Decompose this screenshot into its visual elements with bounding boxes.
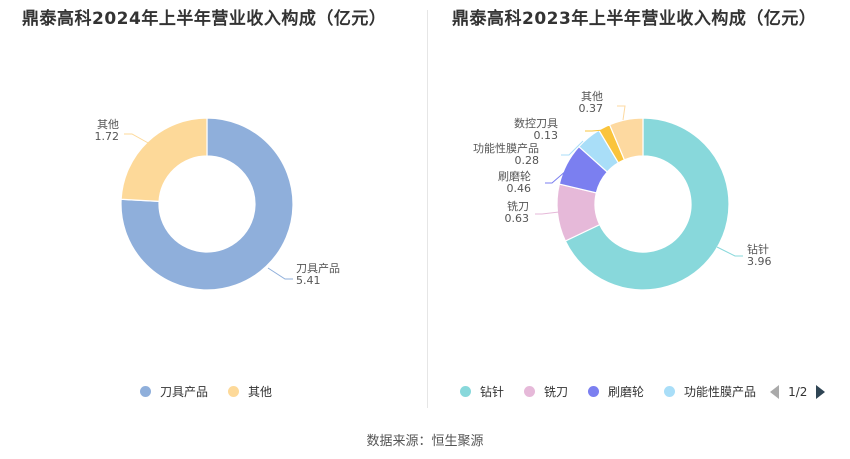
legend-item-刀具产品[interactable]: 刀具产品 bbox=[140, 383, 208, 400]
legend-label: 功能性膜产品 bbox=[684, 385, 757, 399]
label-line-数控刀具 bbox=[585, 129, 605, 132]
chart-title-2023: 鼎泰高科2023年上半年营业收入构成（亿元） bbox=[452, 9, 817, 29]
legend-item-钻针[interactable]: 钻针 bbox=[460, 383, 504, 400]
legend-marker bbox=[228, 386, 240, 397]
slice-label-name: 功能性膜产品 bbox=[473, 141, 539, 155]
legend-label: 铣刀 bbox=[544, 385, 569, 399]
slice-label-name: 刷磨轮 bbox=[498, 169, 531, 183]
slice-其他[interactable] bbox=[608, 117, 644, 161]
legend-item-其他[interactable]: 其他 bbox=[228, 383, 272, 400]
slice-label-name: 刀具产品 bbox=[296, 261, 340, 275]
label-line-刀具产品 bbox=[267, 267, 293, 280]
legend-marker bbox=[460, 386, 471, 397]
legend-marker bbox=[140, 386, 151, 397]
data-source: 数据来源：恒生聚源 bbox=[366, 434, 484, 449]
slice-刀具产品[interactable] bbox=[120, 117, 294, 291]
slice-label-name: 其他 bbox=[581, 90, 603, 103]
slice-label-value: 5.41 bbox=[296, 274, 321, 287]
legend-label: 其他 bbox=[248, 385, 273, 399]
legend-item-铣刀[interactable]: 铣刀 bbox=[524, 383, 568, 400]
slice-钻针[interactable] bbox=[564, 117, 730, 291]
label-line-其他 bbox=[124, 133, 151, 145]
slice-label-value: 0.28 bbox=[515, 154, 540, 167]
label-line-钻针 bbox=[716, 246, 743, 257]
label-line-刷磨轮 bbox=[545, 169, 568, 184]
legend-label: 刷磨轮 bbox=[608, 385, 645, 399]
slice-label-value: 1.72 bbox=[95, 130, 120, 143]
slice-label-value: 0.13 bbox=[534, 129, 559, 142]
slice-label-value: 0.46 bbox=[507, 182, 532, 195]
slice-label-name: 数控刀具 bbox=[514, 116, 558, 130]
legend-marker bbox=[524, 386, 536, 397]
label-line-铣刀 bbox=[535, 211, 560, 215]
slice-label-value: 0.63 bbox=[505, 212, 530, 225]
legend-item-功能性膜产品[interactable]: 功能性膜产品 bbox=[664, 383, 756, 400]
legend-marker bbox=[664, 386, 676, 397]
legend-label: 钻针 bbox=[480, 385, 505, 399]
legend-pager: 1/2 bbox=[770, 384, 826, 399]
slice-label-name: 铣刀 bbox=[507, 199, 529, 213]
legend-2023: 钻针 铣刀 刷磨轮 功能性膜产品 1/2 bbox=[460, 383, 826, 400]
slice-label-value: 0.37 bbox=[579, 102, 604, 115]
pager-text: 1/2 bbox=[788, 384, 808, 399]
slice-label-value: 3.96 bbox=[747, 255, 772, 268]
slice-label-name: 钻针 bbox=[747, 242, 769, 256]
chart-title-2024: 鼎泰高科2024年上半年营业收入构成（亿元） bbox=[22, 9, 387, 29]
slice-label-name: 其他 bbox=[97, 118, 119, 131]
legend-marker bbox=[588, 386, 600, 397]
legend-item-刷磨轮[interactable]: 刷磨轮 bbox=[588, 383, 644, 400]
label-line-功能性膜产品 bbox=[561, 140, 584, 156]
label-line-其他 bbox=[617, 105, 626, 121]
legend-2024: 刀具产品 其他 bbox=[140, 383, 292, 400]
pager-next-icon[interactable] bbox=[816, 384, 826, 399]
slice-其他[interactable] bbox=[120, 117, 208, 202]
pager-prev-icon[interactable] bbox=[770, 384, 780, 399]
chart-divider bbox=[427, 10, 428, 408]
legend-label: 刀具产品 bbox=[160, 385, 209, 399]
